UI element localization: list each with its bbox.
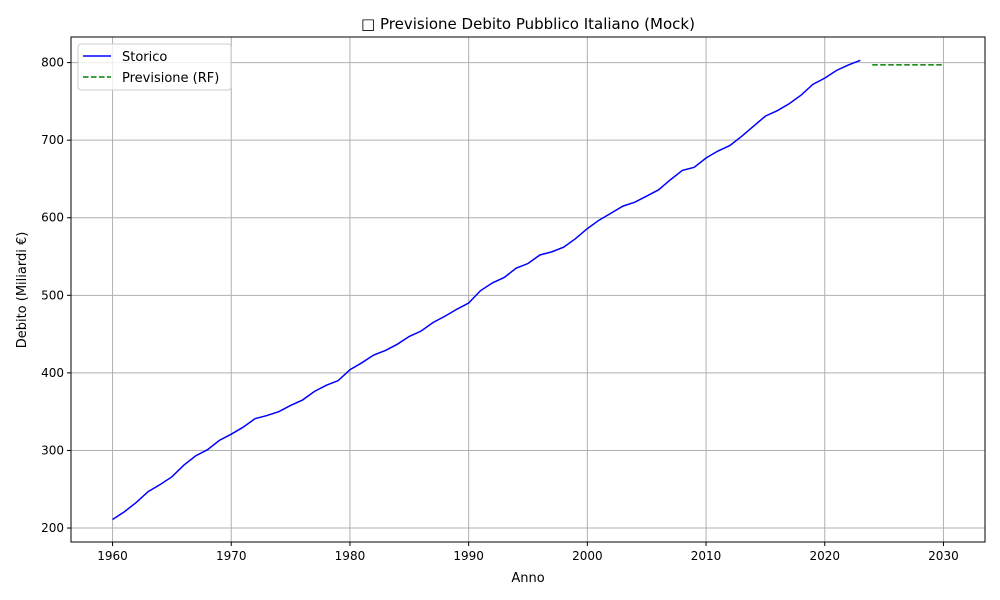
y-axis-label: Debito (Miliardi €) [15,232,30,349]
y-tick-label: 800 [41,56,64,70]
x-tick-label: 2010 [691,549,722,563]
x-tick-label: 2020 [809,549,840,563]
y-tick-label: 400 [41,366,64,380]
x-tick-label: 2030 [928,549,959,563]
x-tick-label: 2000 [572,549,603,563]
y-tick-label: 600 [41,211,64,225]
series-line-storico [112,59,861,521]
legend: Storico Previsione (RF) [77,43,232,91]
x-tick-label: 1970 [216,549,247,563]
y-tick-label: 700 [41,133,64,147]
y-tick-label: 200 [41,521,64,535]
x-tick-label: 1980 [335,549,366,563]
x-tick-label: 1960 [97,549,128,563]
legend-label-previsione: Previsione (RF) [122,71,219,86]
x-axis-label: Anno [511,571,544,586]
legend-box [77,43,232,91]
y-tick-label: 300 [41,443,64,457]
plot-frame [70,36,986,543]
chart-title: □ Previsione Debito Pubblico Italiano (M… [361,15,695,33]
legend-label-storico: Storico [122,50,167,65]
x-tick-label: 1990 [453,549,484,563]
y-tick-label: 500 [41,288,64,302]
